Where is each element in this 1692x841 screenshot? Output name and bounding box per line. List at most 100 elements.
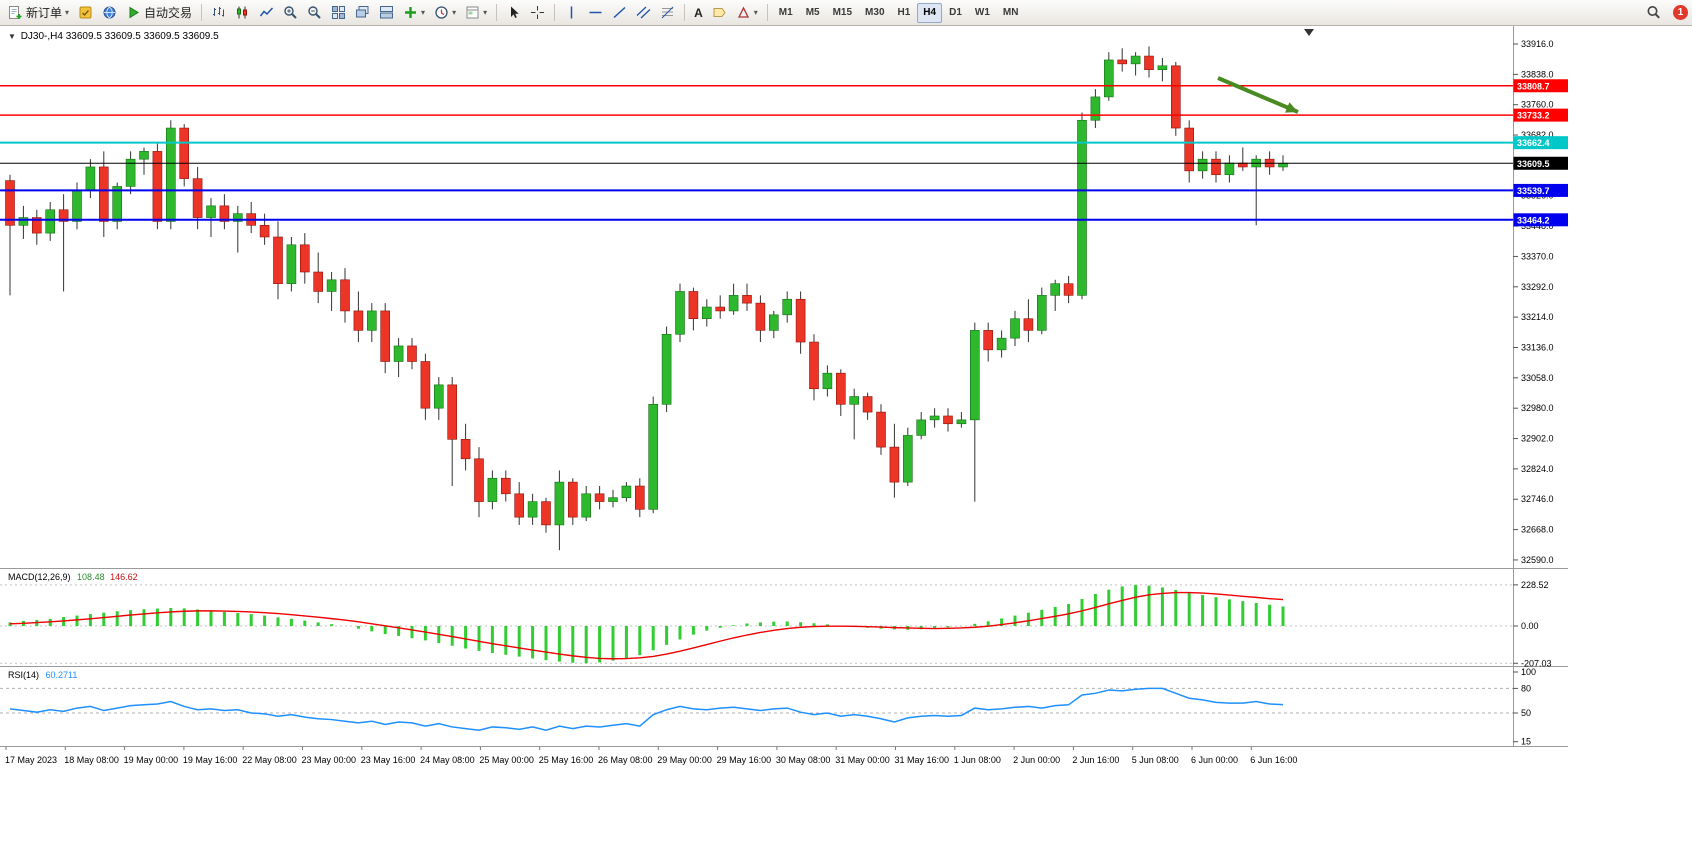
svg-text:26 May 08:00: 26 May 08:00 — [598, 755, 653, 765]
svg-text:33058.0: 33058.0 — [1521, 373, 1554, 383]
svg-text:18 May 08:00: 18 May 08:00 — [64, 755, 119, 765]
svg-text:33370.0: 33370.0 — [1521, 251, 1554, 261]
vertical-line-icon — [564, 5, 579, 20]
metaeditor-icon — [78, 5, 93, 20]
svg-text:31 May 16:00: 31 May 16:00 — [895, 755, 950, 765]
candles-chart-button[interactable] — [231, 2, 254, 24]
main-toolbar: 新订单 ▾ 自动交易 ▾ ▾ ▾ — [0, 0, 1692, 26]
web-terminal-button[interactable] — [98, 2, 121, 24]
toolbar-separator — [684, 4, 686, 21]
svg-text:1 Jun 08:00: 1 Jun 08:00 — [954, 755, 1001, 765]
svg-text:30 May 08:00: 30 May 08:00 — [776, 755, 831, 765]
shapes-icon — [736, 5, 751, 20]
chart-canvas[interactable]: 33916.033838.033760.033682.033604.033526… — [0, 26, 1692, 841]
cursor-icon — [506, 5, 521, 20]
trendline-button[interactable] — [608, 2, 631, 24]
ohlc-bars-icon — [211, 5, 226, 20]
svg-text:2 Jun 00:00: 2 Jun 00:00 — [1013, 755, 1060, 765]
time-axis[interactable]: 17 May 2023 18 May 08:00 19 May 00:00 19 Ma… — [5, 746, 1297, 766]
timeframe-m5-button[interactable]: M5 — [800, 3, 826, 23]
svg-text:33808.7: 33808.7 — [1517, 81, 1550, 91]
macd-pane: 228.52 0.00 -207.03 — [0, 580, 1552, 668]
notification-badge[interactable]: 1 — [1673, 5, 1688, 20]
chevron-down-icon: ▾ — [65, 7, 70, 17]
timeframe-h4-button[interactable]: H4 — [917, 2, 943, 23]
svg-text:25 May 16:00: 25 May 16:00 — [539, 755, 594, 765]
arrow-annotation[interactable] — [1217, 76, 1299, 114]
chart-ohlc-values: 33609.5 33609.5 33609.5 33609.5 — [65, 31, 219, 42]
horizontal-lines — [0, 84, 1513, 221]
timeframe-mn-button[interactable]: MN — [997, 3, 1025, 23]
svg-text:15: 15 — [1521, 737, 1531, 747]
line-chart-icon — [259, 5, 274, 20]
zoom-in-button[interactable] — [279, 2, 302, 24]
horizontal-line-button[interactable] — [584, 2, 607, 24]
crosshair-icon — [530, 5, 545, 20]
svg-text:32980.0: 32980.0 — [1521, 403, 1554, 413]
tile-windows-icon — [331, 5, 346, 20]
zoom-out-button[interactable] — [303, 2, 326, 24]
toolbar-separator — [496, 4, 498, 21]
text-tool-icon: A — [694, 5, 703, 20]
text-button[interactable]: A — [690, 2, 707, 24]
arrange-windows-button[interactable] — [375, 2, 398, 24]
label-button[interactable] — [708, 2, 731, 24]
new-order-icon — [8, 5, 23, 20]
autotrading-play-icon — [126, 5, 141, 20]
chart-svg[interactable]: 33916.033838.033760.033682.033604.033526… — [0, 26, 1692, 841]
macd-name: MACD(12,26,9) — [8, 572, 71, 582]
channel-button[interactable] — [632, 2, 655, 24]
svg-text:23 May 00:00: 23 May 00:00 — [302, 755, 357, 765]
chart-title: ▼ DJ30-,H4 33609.5 33609.5 33609.5 33609… — [8, 31, 219, 42]
timeframe-m15-button[interactable]: M15 — [827, 3, 858, 23]
svg-text:29 May 00:00: 29 May 00:00 — [657, 755, 712, 765]
svg-text:32668.0: 32668.0 — [1521, 525, 1554, 535]
timeframe-m1-button[interactable]: M1 — [773, 3, 799, 23]
rsi-value: 60.2711 — [45, 670, 78, 680]
svg-text:50: 50 — [1521, 708, 1531, 718]
fibonacci-icon — [660, 5, 675, 20]
svg-text:29 May 16:00: 29 May 16:00 — [717, 755, 772, 765]
metaeditor-button[interactable] — [74, 2, 97, 24]
svg-text:31 May 00:00: 31 May 00:00 — [835, 755, 890, 765]
svg-text:80: 80 — [1521, 683, 1531, 693]
svg-text:-207.03: -207.03 — [1521, 658, 1552, 668]
indicators-button[interactable]: ▾ — [399, 2, 429, 24]
globe-icon — [102, 5, 117, 20]
search-icon — [1646, 5, 1662, 21]
crosshair-button[interactable] — [526, 2, 549, 24]
chevron-down-icon: ▾ — [421, 7, 426, 17]
fibonacci-button[interactable] — [656, 2, 679, 24]
periods-button[interactable]: ▾ — [430, 2, 460, 24]
search-button[interactable] — [1642, 2, 1666, 24]
svg-text:228.52: 228.52 — [1521, 580, 1549, 590]
svg-text:25 May 00:00: 25 May 00:00 — [479, 755, 534, 765]
timeframe-m30-button[interactable]: M30 — [859, 3, 890, 23]
bars-chart-button[interactable] — [207, 2, 230, 24]
pane-borders — [0, 26, 1568, 747]
templates-button[interactable]: ▾ — [461, 2, 491, 24]
label-tag-icon — [712, 5, 727, 20]
price-badges: 33808.7 33733.2 33662.4 33609.5 33539.7 33464… — [1513, 79, 1568, 227]
svg-text:33214.0: 33214.0 — [1521, 312, 1554, 322]
line-chart-button[interactable] — [255, 2, 278, 24]
cascade-windows-button[interactable] — [351, 2, 374, 24]
chart-menu-icon[interactable]: ▼ — [8, 32, 16, 41]
vertical-line-button[interactable] — [560, 2, 583, 24]
cursor-button[interactable] — [502, 2, 525, 24]
template-icon — [465, 5, 480, 20]
chart-shift-marker-icon[interactable] — [1304, 29, 1314, 36]
timeframe-w1-button[interactable]: W1 — [969, 3, 996, 23]
timeframe-h1-button[interactable]: H1 — [892, 3, 917, 23]
shapes-button[interactable]: ▾ — [732, 2, 762, 24]
autotrading-button[interactable]: 自动交易 — [122, 2, 196, 24]
new-order-button[interactable]: 新订单 ▾ — [4, 2, 73, 24]
candlestick-icon — [235, 5, 250, 20]
svg-text:0.00: 0.00 — [1521, 621, 1539, 631]
horizontal-line-icon — [588, 5, 603, 20]
tile-windows-button[interactable] — [327, 2, 350, 24]
svg-text:2 Jun 16:00: 2 Jun 16:00 — [1072, 755, 1119, 765]
timeframe-d1-button[interactable]: D1 — [943, 3, 968, 23]
svg-text:24 May 08:00: 24 May 08:00 — [420, 755, 475, 765]
rsi-name: RSI(14) — [8, 670, 40, 680]
